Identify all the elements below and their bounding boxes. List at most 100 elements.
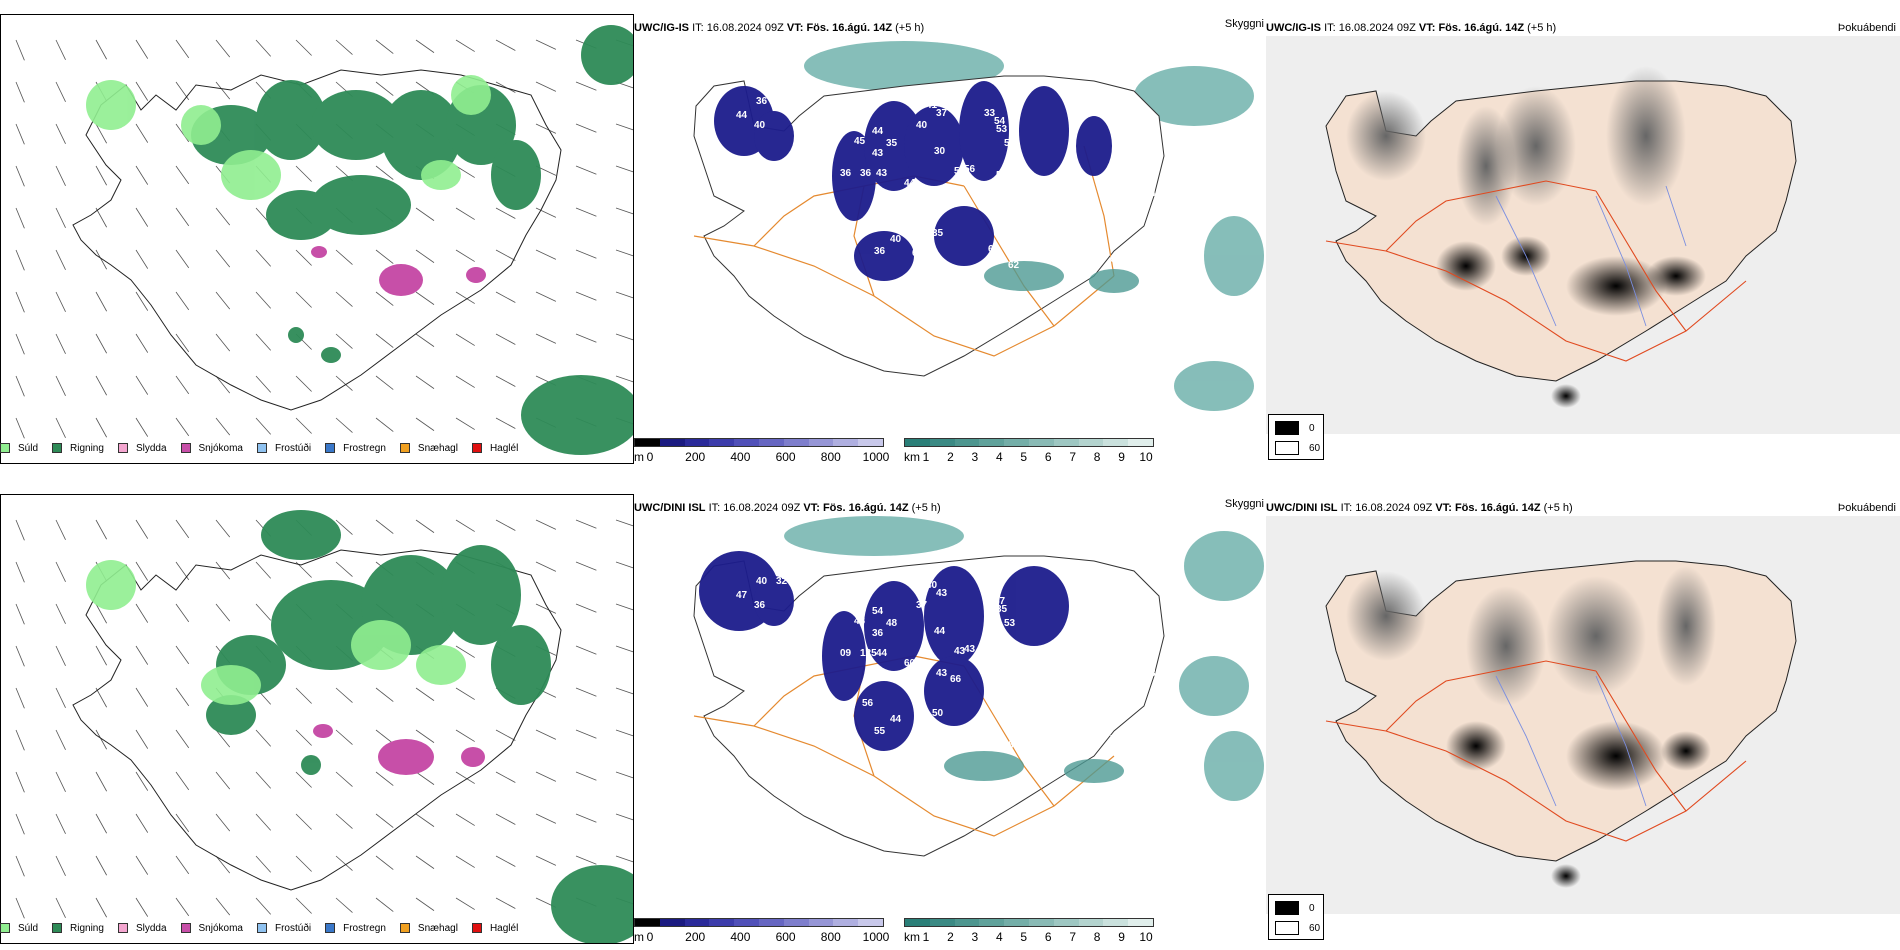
legend-label: Haglél (489, 442, 519, 454)
wind-barb (535, 249, 557, 260)
wind-barb (615, 249, 633, 257)
rivers (1495, 185, 1687, 327)
legend-swatch (117, 923, 128, 933)
wind-barb (215, 855, 231, 874)
visibility-panel-top: UWC/IG-IS IT: 16.08.2024 09Z VT: Fös. 16… (634, 14, 1266, 464)
visibility-value-label: 35 (996, 604, 1008, 615)
wind-barb (175, 855, 190, 875)
colorbar-segment (929, 439, 955, 446)
wind-barb (535, 561, 557, 572)
wind-barb (255, 39, 272, 57)
visibility-value-label: 93 (1046, 724, 1058, 735)
wind-barb (335, 375, 353, 391)
colorbar-tick-label: 400 (730, 450, 751, 464)
cloud-teal-areas (784, 516, 1264, 801)
wind-barb (615, 375, 633, 383)
wind-barb (15, 771, 25, 793)
wind-barb (495, 291, 516, 303)
wind-barb (295, 165, 312, 182)
wind-barb (535, 333, 557, 344)
visibility-value-label: 56 (964, 164, 976, 175)
visibility-value-label: 44 (984, 588, 996, 599)
wind-barb (135, 519, 149, 539)
precip-map[interactable] (0, 494, 634, 944)
wind-barb (335, 729, 353, 745)
wind-barb (615, 519, 633, 527)
wind-barb (95, 39, 108, 60)
legend-swatch (471, 443, 482, 453)
mid-visibility-areas (944, 751, 1124, 783)
wind-barb (455, 855, 475, 868)
wind-barb (415, 813, 435, 827)
vis-km-unit: km (904, 930, 920, 944)
colorbar-tick-label: 6 (1044, 450, 1052, 464)
wind-barb (455, 771, 475, 784)
wind-barb (335, 333, 353, 349)
visibility-value-label: 36 (874, 246, 886, 257)
visibility-value-label: 35 (772, 558, 784, 569)
wind-barb (375, 333, 394, 348)
legend-label: Slydda (135, 922, 167, 934)
colorbar-segment (1028, 439, 1054, 446)
wind-barb (135, 687, 149, 707)
wind-barb (415, 207, 435, 221)
legend-label: Frostúði (274, 922, 312, 934)
wind-barb (415, 39, 435, 53)
wind-barb (95, 855, 108, 876)
fog-map[interactable] (1266, 36, 1900, 434)
legend-swatch (117, 443, 128, 453)
wind-barb (575, 561, 597, 571)
visibility-value-label: 44 (904, 178, 916, 189)
wind-barb (55, 333, 66, 354)
wind-barb (575, 123, 597, 133)
wind-barb (175, 813, 190, 833)
wind-barb (575, 165, 597, 175)
wind-barb (455, 249, 475, 262)
visibility-map[interactable]: 35 40 32 47 36 38 48 54 48 40 36 37 44 43 44 47 35 53 09 12… (634, 516, 1266, 916)
colorbar-tick-label: 1000 (862, 930, 890, 944)
wind-barb (375, 291, 394, 306)
legend-item: Snæhagl (399, 443, 458, 454)
visibility-value-label: 40 (926, 580, 938, 591)
wind-barb (375, 165, 394, 180)
visibility-map[interactable]: 49 36 36 44 40 38 45 44 35 41 43 40 30 37 33 54 53 58 36 36… (634, 36, 1266, 436)
wind-barb (175, 687, 190, 707)
visibility-value-label: 66 (1110, 254, 1122, 265)
wind-barb (455, 165, 475, 178)
colorbar-segment (734, 919, 759, 926)
colorbar-segment (808, 919, 834, 926)
legend-item: Rigning (52, 923, 104, 934)
colorbar-segment (659, 919, 685, 926)
wind-barb (215, 561, 231, 580)
legend-item: Rigning (52, 443, 104, 454)
wind-barb (535, 291, 557, 302)
colorbar-tick-label: 0 (646, 930, 654, 944)
wind-barb (175, 603, 190, 623)
wind-barb (15, 603, 25, 625)
legend-label: Snæhagl (417, 922, 458, 934)
wind-barb (335, 249, 353, 265)
wind-barb (55, 561, 66, 582)
visibility-value-label: 36 (860, 168, 872, 179)
wind-barb (295, 375, 312, 392)
precip-map[interactable] (0, 14, 634, 464)
wind-barb (375, 771, 394, 786)
precip-type-panel-top: UWC/IG-IS IT: 16.08.2024 09Z VT: Fös. 16… (0, 14, 634, 464)
wind-barb (415, 333, 435, 347)
visibility-value-label: 63 (1008, 670, 1020, 681)
wind-barb (615, 291, 633, 299)
wind-barb (615, 561, 633, 569)
wind-barb (295, 813, 312, 830)
colorbar-tick-label: 9 (1118, 930, 1125, 944)
wind-barb (175, 39, 190, 59)
wind-barb (455, 729, 475, 742)
wind-barb (15, 729, 25, 751)
wind-barb (255, 333, 272, 351)
visibility-value-label: 56 (996, 170, 1008, 181)
wind-barb (95, 771, 108, 792)
wind-barb (335, 813, 353, 829)
colorbar-segment (635, 439, 660, 446)
wind-barb (375, 417, 394, 432)
fog-map[interactable] (1266, 516, 1900, 914)
